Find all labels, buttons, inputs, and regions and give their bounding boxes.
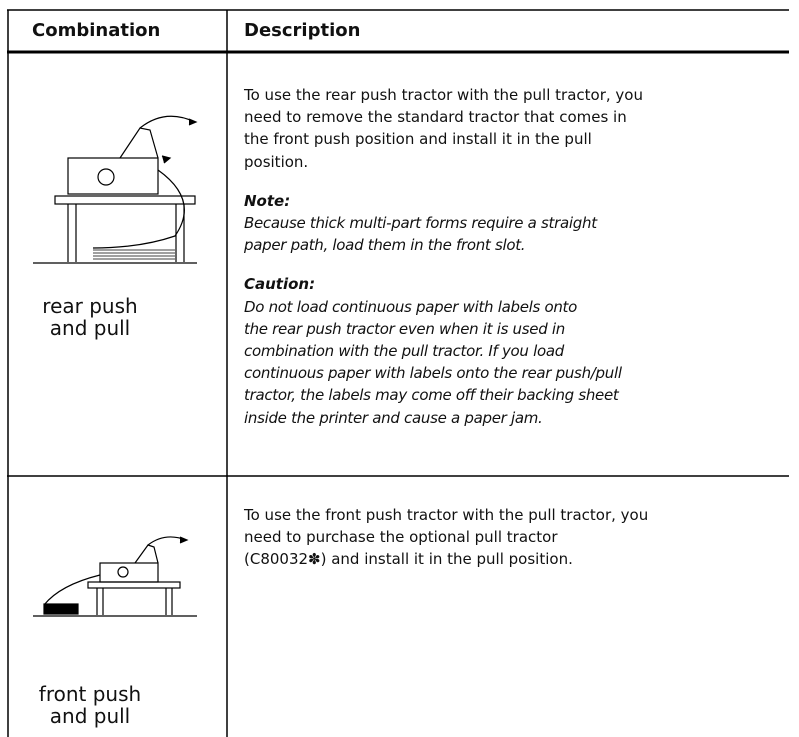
printer-illustration-1 xyxy=(33,115,198,264)
caution-line: combination with the pull tractor. If yo… xyxy=(244,342,564,360)
description-line: need to remove the standard tractor that… xyxy=(244,108,627,127)
description-line: To use the rear push tractor with the pu… xyxy=(244,86,643,104)
description-line: To use the front push tractor with the p… xyxy=(244,506,649,524)
note-label: Note: xyxy=(244,191,291,210)
header-cell: Description xyxy=(244,20,361,41)
caution-line: the rear push tractor even when it is us… xyxy=(244,319,565,338)
combination-label: front push xyxy=(38,682,142,706)
description-line: the front push position and install it i… xyxy=(244,130,592,149)
combination-label: and pull xyxy=(49,316,131,340)
note-line: Because thick multi-part forms require a… xyxy=(244,214,597,232)
combination-label: and pull xyxy=(49,704,131,728)
description-line: position. xyxy=(244,152,309,171)
description-line: need to purchase the optional pull tract… xyxy=(244,528,558,547)
description-line: (C80032✽) and install it in the pull pos… xyxy=(244,550,573,569)
caution-label: Caution: xyxy=(244,275,316,294)
header-cell: Combination xyxy=(32,20,161,41)
caution-line: inside the printer and cause a paper jam… xyxy=(244,408,543,427)
caution-line: continuous paper with labels onto the re… xyxy=(244,364,622,383)
caution-line: tractor, the labels may come off their b… xyxy=(244,386,619,405)
note-line: paper path, load them in the front slot. xyxy=(244,236,526,255)
printer-illustration-2 xyxy=(33,536,197,617)
combination-label: rear push xyxy=(42,294,138,318)
caution-line: Do not load continuous paper with labels… xyxy=(244,297,578,316)
